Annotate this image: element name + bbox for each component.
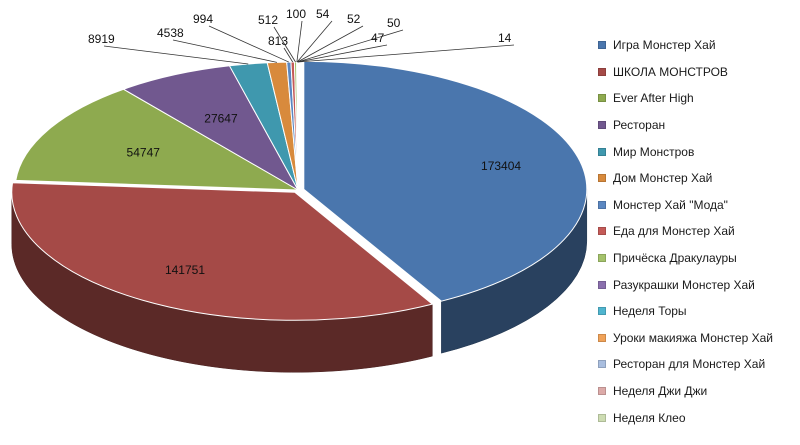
legend-item: Игра Монстер Хай bbox=[598, 32, 798, 59]
leader-line-7 bbox=[208, 25, 289, 63]
legend-label: Разукрашки Монстер Хай bbox=[613, 277, 755, 292]
legend-swatch bbox=[598, 227, 606, 236]
data-label-12: 52 bbox=[347, 12, 361, 26]
legend-swatch bbox=[598, 360, 606, 369]
leader-line-9 bbox=[273, 26, 296, 63]
legend-item: Монстер Хай "Мода" bbox=[598, 192, 798, 219]
legend-label: Неделя Джи Джи bbox=[613, 384, 708, 399]
legend-label: Монстер Хай "Мода" bbox=[613, 197, 728, 212]
legend-swatch bbox=[598, 67, 606, 76]
leader-line-11 bbox=[296, 20, 333, 63]
legend-item: Мир Монстров bbox=[598, 138, 798, 165]
legend-swatch bbox=[598, 280, 606, 289]
data-label-1: 173404 bbox=[481, 159, 521, 173]
data-label-6: 4538 bbox=[157, 26, 184, 40]
data-label-13: 50 bbox=[387, 16, 401, 30]
legend-swatch bbox=[598, 307, 606, 316]
legend-label: Ever After High bbox=[613, 91, 694, 106]
legend-item: Разукрашки Монстер Хай bbox=[598, 271, 798, 298]
data-label-8: 813 bbox=[268, 34, 288, 48]
legend-label: Игра Монстер Хай bbox=[613, 38, 716, 53]
data-label-4: 27647 bbox=[204, 112, 238, 126]
leader-line-8 bbox=[283, 47, 294, 63]
pie-slice-1 bbox=[303, 60, 588, 302]
pie-slice-3 bbox=[15, 88, 299, 191]
data-labels: 173404 141751 54747 27647 8919 4538 994 813 512 1… bbox=[88, 7, 521, 277]
legend-swatch bbox=[598, 333, 606, 342]
legend-swatch bbox=[598, 387, 606, 396]
leader-line-15 bbox=[297, 44, 515, 63]
legend-item: Дом Монстер Хай bbox=[598, 165, 798, 192]
legend-item: Уроки макияжа Монстер Хай bbox=[598, 325, 798, 352]
leader-line-13 bbox=[297, 29, 404, 63]
legend-label: Неделя Торы bbox=[613, 304, 687, 319]
legend-label: Ресторан для Монстер Хай bbox=[613, 357, 766, 372]
leader-line-10 bbox=[296, 20, 303, 63]
legend-swatch bbox=[598, 94, 606, 103]
legend-label: Причёска Дракулауры bbox=[613, 251, 737, 266]
pie-top-layer bbox=[11, 60, 588, 321]
legend-swatch bbox=[598, 147, 606, 156]
data-label-14: 47 bbox=[371, 31, 385, 45]
data-label-2: 141751 bbox=[165, 263, 205, 277]
legend-label: Неделя Клео bbox=[613, 410, 686, 425]
leader-line-5 bbox=[103, 45, 249, 65]
legend-swatch bbox=[598, 200, 606, 209]
legend-item: ШКОЛА МОНСТРОВ bbox=[598, 59, 798, 86]
leader-line-12 bbox=[297, 25, 364, 63]
legend-item: Ресторан для Монстер Хай bbox=[598, 351, 798, 378]
legend-swatch bbox=[598, 413, 606, 422]
pie-slice-4 bbox=[122, 65, 300, 192]
legend-swatch bbox=[598, 121, 606, 130]
legend-label: Мир Монстров bbox=[613, 144, 695, 159]
data-label-3: 54747 bbox=[127, 146, 161, 160]
legend-label: Еда для Монстер Хай bbox=[613, 224, 735, 239]
chart-legend: Игра Монстер Хай ШКОЛА МОНСТРОВ Ever After… bbox=[598, 32, 798, 431]
data-label-11: 54 bbox=[316, 7, 330, 21]
legend-label: Уроки макияжа Монстер Хай bbox=[613, 330, 773, 345]
legend-item: Причёска Дракулауры bbox=[598, 245, 798, 272]
legend-swatch bbox=[598, 41, 606, 50]
data-label-15: 14 bbox=[498, 31, 512, 45]
data-label-5: 8919 bbox=[88, 32, 115, 46]
legend-swatch bbox=[598, 174, 606, 183]
legend-label: ШКОЛА МОНСТРОВ bbox=[613, 64, 728, 79]
leader-line-6 bbox=[172, 39, 278, 63]
data-label-9: 512 bbox=[258, 13, 278, 27]
data-label-7: 994 bbox=[193, 12, 213, 26]
legend-item: Ever After High bbox=[598, 85, 798, 112]
pie-slice-2 bbox=[11, 182, 434, 321]
legend-item: Неделя Торы bbox=[598, 298, 798, 325]
legend-item: Ресторан bbox=[598, 112, 798, 139]
leader-line-14 bbox=[297, 44, 388, 63]
legend-item: Неделя Клео bbox=[598, 404, 798, 431]
legend-item: Неделя Джи Джи bbox=[598, 378, 798, 405]
legend-label: Ресторан bbox=[613, 118, 666, 133]
legend-label: Дом Монстер Хай bbox=[613, 171, 713, 186]
legend-item: Еда для Монстер Хай bbox=[598, 218, 798, 245]
data-label-10: 100 bbox=[286, 7, 306, 21]
legend-swatch bbox=[598, 254, 606, 263]
